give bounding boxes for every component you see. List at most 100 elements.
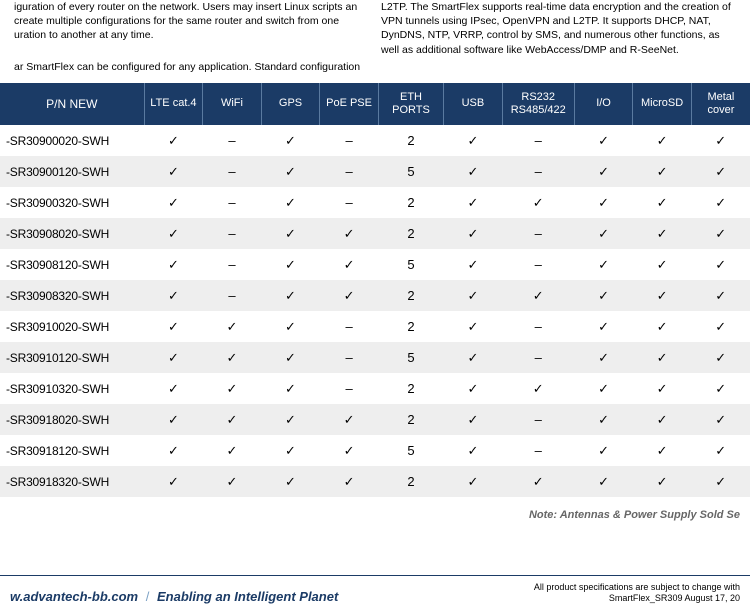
spec-cell: – — [502, 218, 574, 249]
spec-cell: ✓ — [633, 218, 692, 249]
table-row: -SR30900020-SWH✓–✓–2✓–✓✓✓ — [0, 125, 750, 156]
spec-cell: – — [320, 373, 379, 404]
col-header: MicroSD — [633, 83, 692, 125]
table-row: -SR30910020-SWH✓✓✓–2✓–✓✓✓ — [0, 311, 750, 342]
spec-cell: ✓ — [691, 156, 750, 187]
spec-cell: ✓ — [574, 156, 633, 187]
spec-cell: 2 — [378, 187, 443, 218]
table-row: -SR30900320-SWH✓–✓–2✓✓✓✓✓ — [0, 187, 750, 218]
table-row: -SR30918020-SWH✓✓✓✓2✓–✓✓✓ — [0, 404, 750, 435]
spec-cell: ✓ — [633, 466, 692, 497]
table-row: -SR30908320-SWH✓–✓✓2✓✓✓✓✓ — [0, 280, 750, 311]
spec-cell: ✓ — [574, 404, 633, 435]
footer-url: w.advantech-bb.com — [10, 589, 138, 604]
spec-cell: 2 — [378, 125, 443, 156]
spec-cell: ✓ — [261, 373, 320, 404]
spec-cell: – — [502, 404, 574, 435]
spec-cell: 5 — [378, 156, 443, 187]
spec-cell: – — [320, 156, 379, 187]
spec-cell: ✓ — [633, 187, 692, 218]
spec-cell: – — [502, 125, 574, 156]
col-header: LTE cat.4 — [144, 83, 203, 125]
spec-cell: 2 — [378, 280, 443, 311]
pn-cell: -SR30910020-SWH — [0, 311, 144, 342]
pn-cell: -SR30910320-SWH — [0, 373, 144, 404]
pn-cell: -SR30918120-SWH — [0, 435, 144, 466]
spec-cell: – — [203, 280, 262, 311]
spec-cell: ✓ — [691, 311, 750, 342]
page-footer: w.advantech-bb.com / Enabling an Intelli… — [0, 575, 750, 608]
spec-cell: – — [320, 311, 379, 342]
spec-cell: 2 — [378, 404, 443, 435]
spec-cell: ✓ — [574, 125, 633, 156]
spec-cell: – — [320, 187, 379, 218]
spec-cell: ✓ — [574, 249, 633, 280]
col-header: ETH PORTS — [378, 83, 443, 125]
spec-cell: ✓ — [320, 249, 379, 280]
spec-cell: ✓ — [261, 218, 320, 249]
spec-cell: ✓ — [444, 373, 503, 404]
spec-cell: – — [502, 249, 574, 280]
spec-cell: ✓ — [444, 156, 503, 187]
col-header: WiFi — [203, 83, 262, 125]
spec-cell: ✓ — [502, 466, 574, 497]
spec-cell: ✓ — [633, 311, 692, 342]
intro-columns: iguration of every router on the network… — [0, 0, 750, 57]
spec-cell: ✓ — [144, 280, 203, 311]
intro-left: iguration of every router on the network… — [8, 0, 375, 57]
spec-cell: ✓ — [574, 435, 633, 466]
spec-cell: – — [502, 435, 574, 466]
pn-cell: -SR30908120-SWH — [0, 249, 144, 280]
col-header: I/O — [574, 83, 633, 125]
spec-cell: ✓ — [203, 435, 262, 466]
spec-cell: ✓ — [574, 280, 633, 311]
spec-cell: – — [203, 218, 262, 249]
spec-cell: ✓ — [633, 342, 692, 373]
spec-cell: ✓ — [261, 435, 320, 466]
spec-cell: ✓ — [444, 249, 503, 280]
spec-cell: ✓ — [691, 373, 750, 404]
spec-cell: ✓ — [144, 373, 203, 404]
spec-cell: – — [502, 311, 574, 342]
spec-table-body: -SR30900020-SWH✓–✓–2✓–✓✓✓-SR30900120-SWH… — [0, 125, 750, 497]
spec-cell: ✓ — [444, 404, 503, 435]
spec-cell: ✓ — [574, 373, 633, 404]
spec-cell: ✓ — [574, 218, 633, 249]
table-row: -SR30908020-SWH✓–✓✓2✓–✓✓✓ — [0, 218, 750, 249]
spec-cell: ✓ — [320, 466, 379, 497]
pn-cell: -SR30918320-SWH — [0, 466, 144, 497]
spec-cell: ✓ — [261, 342, 320, 373]
spec-cell: ✓ — [691, 280, 750, 311]
spec-cell: 2 — [378, 373, 443, 404]
spec-cell: ✓ — [261, 156, 320, 187]
spec-cell: ✓ — [203, 342, 262, 373]
spec-cell: ✓ — [633, 280, 692, 311]
spec-cell: ✓ — [691, 404, 750, 435]
spec-cell: ✓ — [502, 187, 574, 218]
spec-cell: ✓ — [444, 466, 503, 497]
footer-slash: / — [142, 589, 154, 604]
table-row: -SR30910120-SWH✓✓✓–5✓–✓✓✓ — [0, 342, 750, 373]
spec-cell: ✓ — [320, 280, 379, 311]
spec-cell: ✓ — [144, 435, 203, 466]
spec-cell: ✓ — [261, 280, 320, 311]
spec-cell: ✓ — [691, 187, 750, 218]
pn-cell: -SR30900320-SWH — [0, 187, 144, 218]
spec-cell: ✓ — [574, 466, 633, 497]
footer-left: w.advantech-bb.com / Enabling an Intelli… — [10, 589, 338, 604]
spec-cell: – — [502, 342, 574, 373]
col-header: GPS — [261, 83, 320, 125]
antenna-note: Note: Antennas & Power Supply Sold Se — [0, 497, 750, 521]
pn-cell: -SR30900020-SWH — [0, 125, 144, 156]
spec-cell: – — [502, 156, 574, 187]
spec-cell: ✓ — [261, 125, 320, 156]
spec-cell: – — [320, 125, 379, 156]
spec-table-head: P/N NEWLTE cat.4WiFiGPSPoE PSEETH PORTSU… — [0, 83, 750, 125]
spec-cell: ✓ — [261, 249, 320, 280]
spec-cell: ✓ — [444, 435, 503, 466]
col-header: RS232RS485/422 — [502, 83, 574, 125]
spec-cell: 5 — [378, 249, 443, 280]
spec-cell: ✓ — [691, 249, 750, 280]
spec-cell: ✓ — [574, 311, 633, 342]
spec-cell: ✓ — [633, 373, 692, 404]
